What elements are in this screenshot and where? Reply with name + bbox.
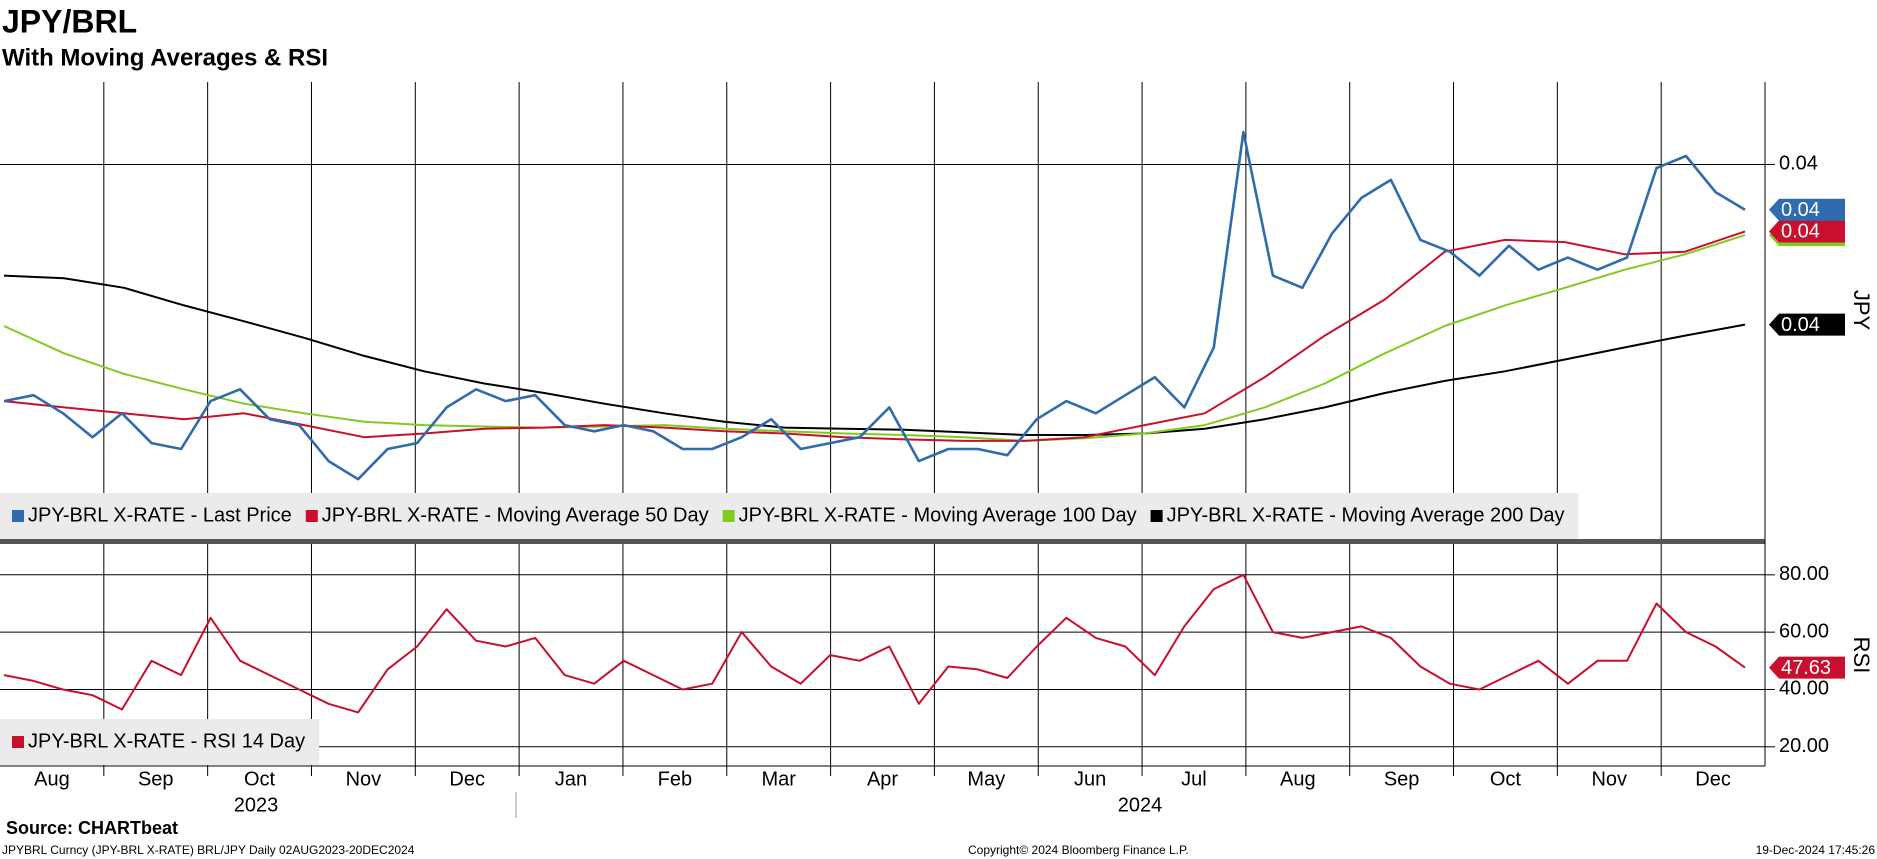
y-axis-label: JPY (1849, 290, 1874, 331)
last-value-box: 0.04 (1769, 220, 1845, 243)
legend-label: JPY-BRL X-RATE - Moving Average 50 Day (322, 504, 709, 526)
x-tick-label: May (967, 768, 1005, 790)
x-tick-label: Jul (1181, 768, 1207, 790)
legend-background (0, 719, 320, 765)
x-tick-label: Mar (761, 768, 796, 790)
legend-label: JPY-BRL X-RATE - Moving Average 200 Day (1167, 504, 1565, 526)
last-value-box-shape (1769, 220, 1845, 243)
x-tick-label: Sep (138, 768, 174, 790)
legend-swatch (722, 510, 735, 522)
last-value-box: 0.04 (1769, 313, 1845, 336)
last-value-box: 0.04 (1769, 198, 1845, 221)
series-line (3, 573, 1746, 714)
last-value-box-shape (1769, 198, 1845, 221)
timestamp: 19-Dec-2024 17:45:26 (1756, 843, 1876, 857)
y-tick-label: 0.04 (1779, 153, 1818, 175)
last-value-box: 47.63 (1769, 656, 1845, 679)
legend-label: JPY-BRL X-RATE - Moving Average 100 Day (739, 504, 1137, 526)
x-tick-label: Oct (244, 768, 276, 790)
x-tick-label: Apr (867, 768, 898, 790)
x-tick-label: Feb (658, 768, 692, 790)
y-axis-label: RSI (1849, 637, 1874, 674)
last-value-label: 0.04 (1781, 199, 1820, 221)
y-tick-label: 80.00 (1779, 563, 1829, 585)
x-tick-label: Nov (346, 768, 382, 790)
x-tick-label: Oct (1490, 768, 1522, 790)
legend-label: JPY-BRL X-RATE - RSI 14 Day (28, 730, 305, 752)
last-value-label: 47.63 (1781, 657, 1831, 679)
x-tick-label: Aug (1280, 768, 1316, 790)
y-tick-label: 60.00 (1779, 620, 1829, 642)
legend-swatch (12, 736, 24, 748)
x-tick-label: Dec (1695, 768, 1731, 790)
legend-swatch (1150, 510, 1163, 522)
x-tick-label: Jan (555, 768, 587, 790)
footer-description: JPYBRL Curncy (JPY-BRL X-RATE) BRL/JPY D… (2, 843, 415, 857)
x-tick-label: Dec (449, 768, 485, 790)
series-line (3, 274, 1746, 436)
x-tick-label: Sep (1384, 768, 1420, 790)
legend-label: JPY-BRL X-RATE - Last Price (28, 504, 292, 526)
y-tick-label: 20.00 (1779, 735, 1829, 757)
series-line (3, 130, 1746, 481)
last-value-label: 0.04 (1781, 221, 1820, 243)
series-line (3, 234, 1746, 442)
last-value-label: 0.04 (1781, 314, 1820, 336)
legend-background (0, 493, 1579, 539)
series-line (3, 230, 1746, 442)
year-label: 2023 (234, 794, 279, 816)
last-value-box-shape (1769, 656, 1845, 679)
source: Source: CHARTbeat (6, 818, 178, 838)
x-tick-label: Nov (1591, 768, 1627, 790)
chart-subtitle: With Moving Averages & RSI (2, 44, 328, 71)
chart-title: JPY/BRL (2, 3, 137, 39)
last-value-box-shape (1769, 313, 1845, 336)
panel-separator (0, 539, 1765, 544)
copyright: Copyright© 2024 Bloomberg Finance L.P. (968, 843, 1189, 857)
x-tick-label: Aug (34, 768, 70, 790)
year-label: 2024 (1118, 794, 1163, 816)
legend-swatch (12, 510, 24, 522)
y-tick-label: 40.00 (1779, 678, 1829, 700)
x-tick-label: Jun (1074, 768, 1106, 790)
legend-swatch (305, 510, 318, 522)
